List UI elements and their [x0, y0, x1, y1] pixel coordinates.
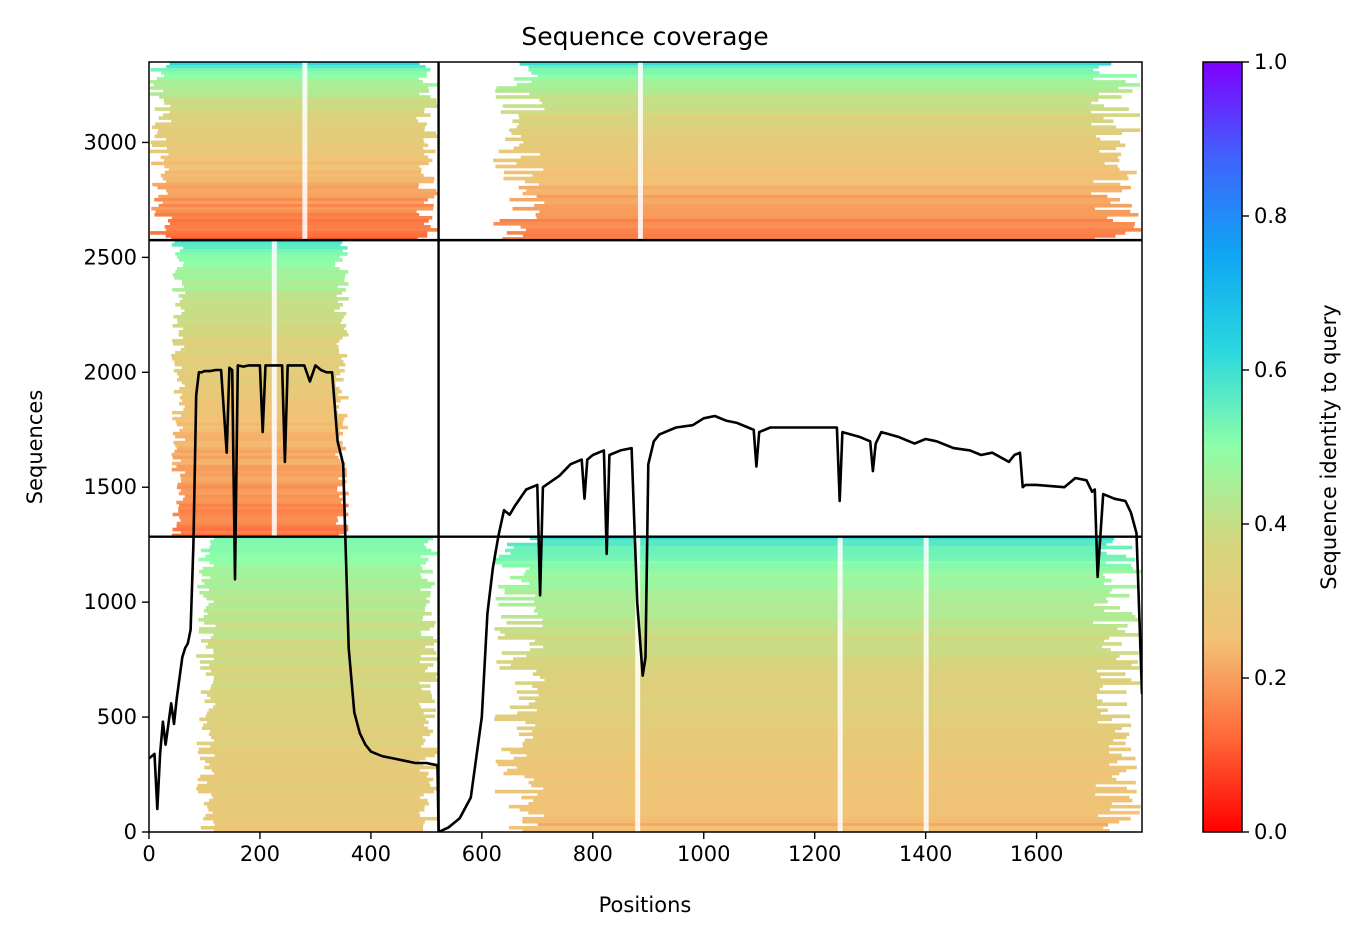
- coverage-line: [149, 364, 1142, 832]
- y-tick-label: 1000: [84, 590, 137, 614]
- x-tick-label: 1600: [1010, 842, 1063, 866]
- y-tick-label: 1500: [84, 475, 137, 499]
- coverage-block-4: [149, 62, 439, 241]
- colorbar-tick-label: 0.8: [1254, 204, 1287, 228]
- x-tick-label: 0: [142, 842, 155, 866]
- y-axis-label: Sequences: [23, 390, 47, 505]
- x-axis-ticks: 0 200 400 600 800 1000 1200 1400 1600: [142, 832, 1063, 866]
- x-tick-label: 1000: [677, 842, 730, 866]
- colorbar-label: Sequence identity to query: [1317, 304, 1341, 589]
- x-tick-label: 1200: [788, 842, 841, 866]
- colorbar-tick-label: 1.0: [1254, 50, 1287, 74]
- colorbar-tick-label: 0.6: [1254, 358, 1287, 382]
- y-tick-label: 0: [124, 820, 137, 844]
- x-tick-label: 800: [573, 842, 613, 866]
- coverage-block-2: [493, 536, 1142, 832]
- colorbar: [1203, 62, 1242, 832]
- coverage-heatmap: [149, 62, 1142, 832]
- y-tick-label: 3000: [84, 130, 137, 154]
- group-separators: [149, 62, 1142, 832]
- colorbar-tick-label: 0.2: [1254, 666, 1287, 690]
- x-tick-label: 200: [240, 842, 280, 866]
- y-tick-label: 500: [97, 705, 137, 729]
- x-axis-label: Positions: [599, 893, 692, 917]
- coverage-block-1: [196, 536, 439, 832]
- coverage-block-5: [493, 62, 1142, 241]
- colorbar-ticks: 0.0 0.2 0.4 0.6 0.8 1.0: [1242, 50, 1287, 844]
- y-tick-label: 2500: [84, 245, 137, 269]
- colorbar-frame: [1202, 61, 1243, 833]
- colorbar-tick-label: 0.4: [1254, 512, 1287, 536]
- y-axis-ticks: 0 500 1000 1500 2000 2500 3000: [84, 130, 149, 844]
- chart-title: Sequence coverage: [521, 22, 768, 51]
- y-tick-label: 2000: [84, 360, 137, 384]
- x-tick-label: 1400: [899, 842, 952, 866]
- x-tick-label: 600: [462, 842, 502, 866]
- colorbar-tick-label: 0.0: [1254, 820, 1287, 844]
- plot-frame: [148, 61, 1143, 833]
- coverage-block-3: [171, 240, 349, 538]
- x-tick-label: 400: [351, 842, 391, 866]
- coverage-gaps: [271, 62, 929, 832]
